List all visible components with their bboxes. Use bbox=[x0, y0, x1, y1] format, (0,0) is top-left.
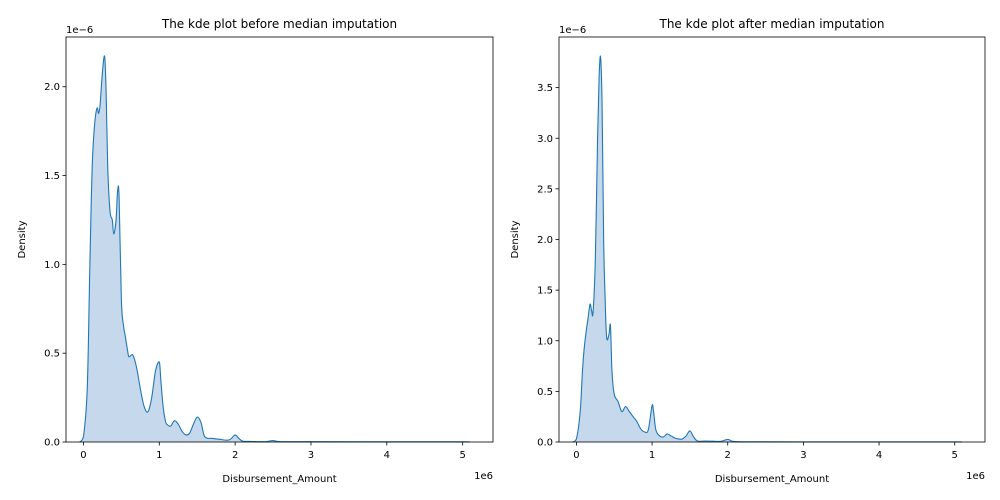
right-y-tick-label: 0.0 bbox=[537, 438, 553, 449]
right-x-offset-label: 1e6 bbox=[966, 471, 985, 482]
right-y-tick-label: 1.5 bbox=[537, 286, 553, 297]
right-x-axis-label: Disbursement_Amount bbox=[715, 474, 829, 485]
left-y-tick-label: 1.5 bbox=[44, 171, 60, 182]
right-y-tick-label: 3.5 bbox=[537, 83, 553, 94]
right-kde-line-0 bbox=[572, 55, 963, 443]
right-panel: 0 1 2 3 4 5 0.0 0.5 1.0 1.5 2.0 2.5 3.0 3.5 The kde … bbox=[510, 17, 986, 485]
right-y-tick-label: 2.0 bbox=[537, 235, 553, 246]
right-kde-area-0 bbox=[572, 56, 962, 443]
right-plot-marks bbox=[572, 55, 963, 443]
right-x-axis: 0 1 2 3 4 5 bbox=[573, 442, 958, 461]
left-y-tick-label: 0.5 bbox=[44, 349, 60, 360]
right-y-axis: 0.0 0.5 1.0 1.5 2.0 2.5 3.0 3.5 bbox=[537, 83, 559, 449]
right-x-tick-label: 5 bbox=[952, 450, 958, 461]
left-x-axis-label: Disbursement_Amount bbox=[222, 474, 336, 485]
right-x-tick-label: 2 bbox=[725, 450, 731, 461]
left-panel: 0 1 2 3 4 5 0.0 0.5 1.0 1.5 2.0 The kde plot befo… bbox=[17, 17, 494, 485]
left-x-offset-label: 1e6 bbox=[474, 471, 493, 482]
right-y-offset-label: 1e−6 bbox=[559, 25, 586, 36]
right-y-tick-label: 1.0 bbox=[537, 336, 553, 347]
left-x-axis: 0 1 2 3 4 5 bbox=[80, 442, 466, 461]
left-x-tick-label: 3 bbox=[308, 450, 314, 461]
left-kde-line-0 bbox=[79, 55, 471, 443]
right-y-tick-label: 3.0 bbox=[537, 134, 553, 145]
right-y-tick-label: 0.5 bbox=[537, 387, 553, 398]
left-plot-marks bbox=[79, 55, 471, 443]
right-x-tick-label: 4 bbox=[876, 450, 882, 461]
left-x-tick-label: 2 bbox=[232, 450, 238, 461]
left-y-offset-label: 1e−6 bbox=[66, 25, 93, 36]
left-y-tick-label: 0.0 bbox=[44, 438, 60, 449]
left-x-tick-label: 0 bbox=[80, 450, 86, 461]
left-chart-title: The kde plot before median imputation bbox=[161, 17, 397, 31]
left-x-tick-label: 4 bbox=[384, 450, 390, 461]
right-x-tick-label: 1 bbox=[649, 450, 655, 461]
right-x-tick-label: 3 bbox=[800, 450, 806, 461]
left-kde-area-0 bbox=[79, 55, 470, 443]
left-y-tick-label: 2.0 bbox=[44, 82, 60, 93]
left-y-axis-label: Density bbox=[17, 220, 28, 258]
left-axes-frame bbox=[65, 36, 494, 443]
left-x-tick-label: 5 bbox=[459, 450, 465, 461]
left-y-axis: 0.0 0.5 1.0 1.5 2.0 bbox=[44, 82, 66, 449]
right-y-axis-label: Density bbox=[510, 220, 521, 258]
right-y-tick-label: 2.5 bbox=[537, 184, 553, 195]
right-x-tick-label: 0 bbox=[573, 450, 579, 461]
left-x-tick-label: 1 bbox=[156, 450, 162, 461]
left-y-tick-label: 1.0 bbox=[44, 260, 60, 271]
right-chart-title: The kde plot after median imputation bbox=[659, 17, 885, 31]
